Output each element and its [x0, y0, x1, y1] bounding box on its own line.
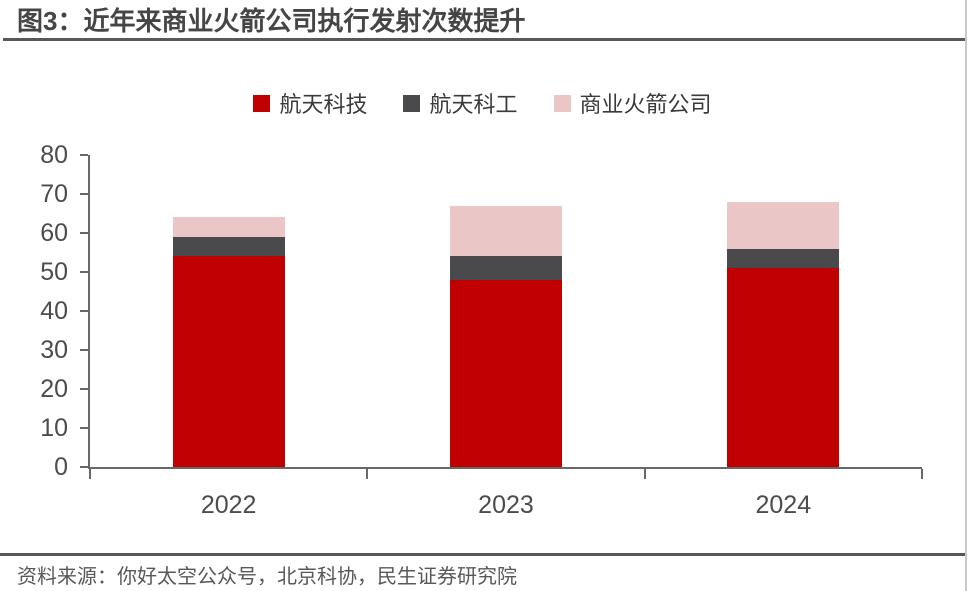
x-axis-tick: [921, 469, 923, 479]
y-axis-tick: [80, 388, 88, 390]
bar-segment-casc: [172, 256, 285, 467]
x-axis-tick: [643, 469, 646, 479]
source-divider: [0, 553, 965, 556]
x-axis-category-label: 2022: [200, 491, 257, 519]
legend-swatch: [553, 94, 571, 112]
y-axis-tick: [80, 154, 88, 156]
x-axis-category-label: 2024: [755, 491, 812, 519]
y-axis-tick: [80, 349, 88, 351]
chart-legend: 航天科技 航天科工 商业火箭公司: [0, 87, 965, 119]
y-axis-tick-label: 40: [40, 297, 68, 325]
bar-segment-commercial: [172, 217, 285, 237]
legend-label: 商业火箭公司: [579, 92, 712, 117]
y-axis-tick-label: 80: [40, 141, 68, 169]
legend-item: 航天科技: [253, 87, 367, 119]
y-axis-tick: [80, 466, 88, 468]
legend-label: 航天科技: [279, 92, 368, 117]
y-axis-tick-label: 30: [40, 336, 68, 364]
y-axis-tick: [80, 193, 88, 195]
x-axis-tick: [366, 469, 369, 479]
legend-swatch: [253, 94, 271, 112]
figure-title: 图3：近年来商业火箭公司执行发射次数提升: [17, 6, 526, 36]
y-axis-tick-label: 0: [54, 453, 68, 481]
legend-label: 航天科工: [429, 92, 518, 117]
bar-segment-casc: [727, 268, 840, 467]
y-axis-tick: [80, 310, 88, 312]
bar-segment-casc: [450, 279, 562, 467]
page-right-border: [965, 0, 967, 591]
x-axis-category-label: 2023: [478, 491, 534, 519]
y-axis-tick-label: 50: [40, 258, 68, 286]
source-text: 资料来源：你好太空公众号，北京科协，民生证券研究院: [17, 566, 517, 588]
y-axis-tick: [80, 427, 88, 429]
bar-segment-casic: [727, 248, 840, 269]
y-axis-tick: [80, 271, 88, 273]
y-axis-tick-label: 70: [40, 180, 68, 208]
y-axis-tick-label: 20: [40, 375, 68, 403]
bar-segment-casic: [172, 236, 285, 257]
y-axis-tick: [80, 232, 88, 234]
plot-area: 0 10 20 30 40 50 60 70 80 2022 2023 2024: [40, 141, 923, 519]
y-axis-tick-label: 60: [40, 219, 68, 247]
legend-item: 航天科工: [403, 87, 518, 119]
bar-segment-commercial: [727, 201, 840, 249]
title-underline: [3, 38, 965, 41]
x-axis-tick: [89, 469, 91, 479]
legend-item: 商业火箭公司: [553, 87, 712, 119]
legend-swatch: [403, 94, 421, 112]
bar-segment-commercial: [450, 205, 562, 257]
y-axis-tick-label: 10: [40, 414, 68, 442]
bar-segment-casic: [450, 256, 562, 280]
